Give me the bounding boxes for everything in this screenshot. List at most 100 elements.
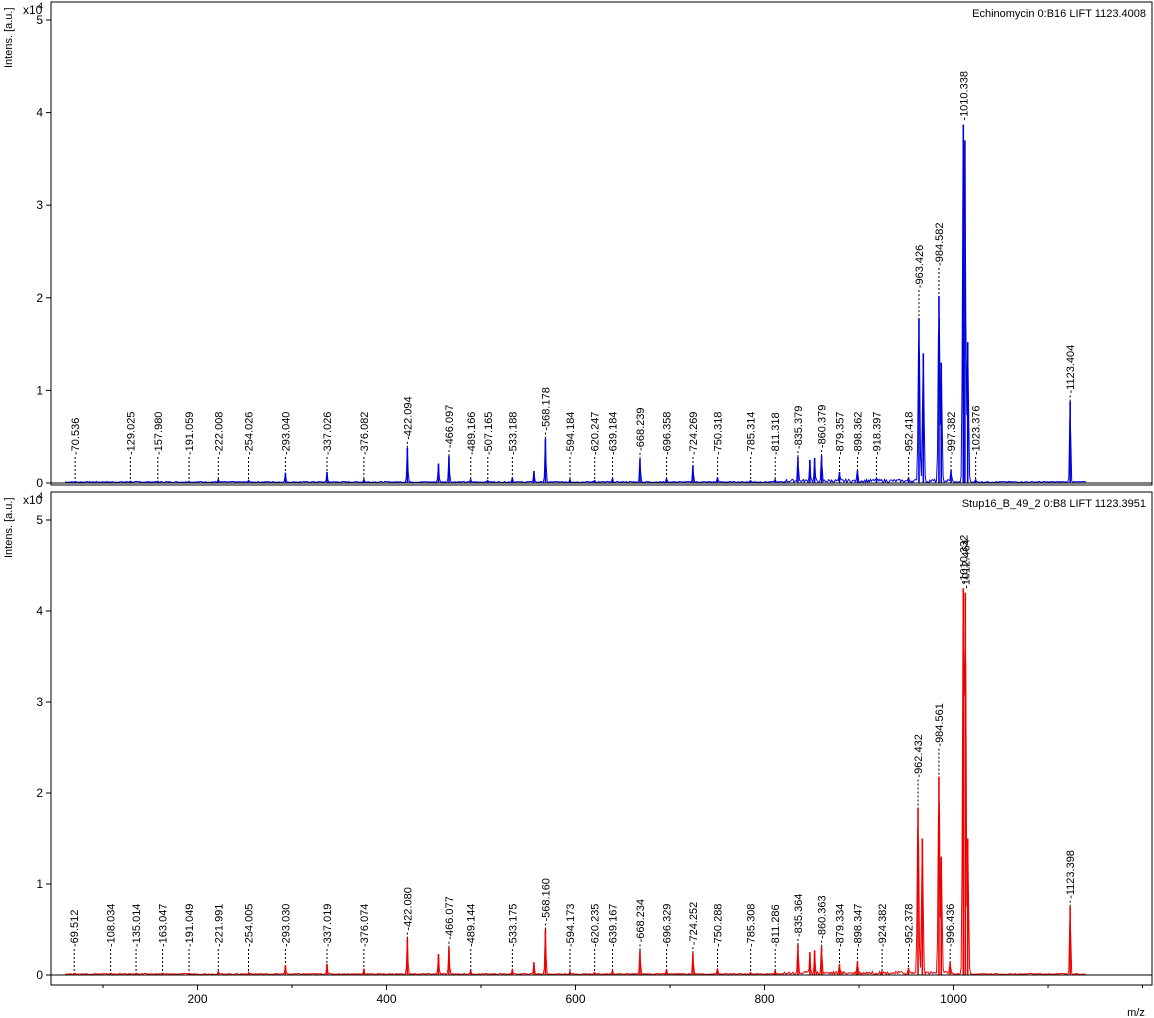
y-tick-label: 1	[36, 383, 43, 397]
peak-label: -860.363	[817, 895, 829, 938]
y-axis-label: Intens. [a.u.]	[3, 7, 15, 68]
peak-label: -996.436	[945, 904, 957, 947]
y-tick-label: 4	[36, 604, 43, 618]
x-tick-label: 200	[187, 992, 207, 1006]
spectrum-line	[64, 618, 1087, 977]
y-multiplier-exponent: 4	[38, 1, 43, 11]
y-tick-label: 0	[36, 476, 43, 490]
x-axis-label: m/z	[1127, 1007, 1145, 1018]
y-tick-label: 4	[36, 106, 43, 120]
peak-labels: -69.512 -108.034 -135.014 -163.047 -191.049 -…	[69, 535, 1077, 974]
peak-label: -568.178	[540, 387, 552, 430]
peak-label: -108.034	[106, 904, 118, 947]
peak-label: -952.378	[904, 904, 916, 947]
panel-title: Echinomycin 0:B16 LIFT 1123.4008	[972, 8, 1146, 20]
peak-label: -489.144	[466, 904, 478, 947]
x-tick-label: 400	[376, 992, 396, 1006]
peak-label: -507.165	[483, 412, 495, 455]
peak-label: -620.235	[590, 904, 602, 947]
peak-label: -879.334	[835, 904, 847, 947]
peak-label: -811.318	[770, 412, 782, 455]
peak-label: -594.184	[565, 412, 577, 455]
y-multiplier-exponent: 4	[38, 491, 43, 501]
peak-label: -533.175	[507, 904, 519, 947]
peak-label: -489.166	[466, 412, 478, 455]
peak-label: -724.269	[688, 412, 700, 455]
peak-label: -293.040	[280, 412, 292, 455]
peak-label: -1023.376	[971, 405, 983, 455]
peak-label: -1123.404	[1065, 345, 1077, 394]
peak-label: -157.980	[153, 412, 165, 455]
peak-label: -750.288	[713, 904, 725, 947]
y-axis: 0 1 2 3 4 5	[36, 13, 51, 490]
peak-label: -337.019	[322, 904, 334, 947]
peak-label: -879.357	[835, 412, 847, 455]
peak-label: -952.418	[904, 412, 916, 455]
peak-label: -962.432	[913, 734, 925, 777]
y-tick-label: 3	[36, 695, 43, 709]
peak-label: -135.014	[131, 904, 143, 947]
spectrum-panel-bottom: Stup16_B_49_2 0:B8 LIFT 1123.3951 Intens…	[3, 491, 1153, 986]
peak-label: -924.382	[877, 904, 889, 947]
x-axis: 200 400 600 800 1000	[102, 985, 1144, 1006]
panel-title: Stup16_B_49_2 0:B8 LIFT 1123.3951	[962, 498, 1146, 510]
y-axis-label: Intens. [a.u.]	[3, 497, 15, 558]
y-tick-label: 1	[36, 877, 43, 891]
y-tick-label: 5	[36, 13, 43, 27]
y-tick-label: 2	[36, 291, 43, 305]
peak-label: -191.059	[184, 412, 196, 455]
peak-label: -69.512	[69, 910, 81, 947]
peak-label: -293.030	[280, 904, 292, 947]
peak-label: -997.382	[946, 412, 958, 455]
y-tick-label: 3	[36, 198, 43, 212]
y-tick-label: 0	[36, 968, 43, 982]
peak-label: -422.094	[402, 396, 414, 439]
spectrum-trace	[51, 124, 1152, 485]
peak-label: -533.188	[507, 412, 519, 455]
peak-labels: -70.536 -129.025 -157.980 -191.059 -222.008 -…	[70, 71, 1077, 482]
peak-label: -129.025	[125, 412, 137, 455]
peak-label: -668.239	[635, 407, 647, 450]
peak-label: -898.362	[853, 412, 865, 455]
y-axis: 0 1 2 3 4 5	[36, 513, 51, 982]
peak-label: -191.049	[184, 904, 196, 947]
y-tick-label: 2	[36, 786, 43, 800]
y-multiplier: x10	[23, 3, 43, 17]
peak-label: -1010.338	[958, 71, 970, 121]
peak-label: -639.184	[608, 412, 620, 455]
peak-label: -254.005	[244, 904, 256, 947]
x-tick-label: 1000	[940, 992, 967, 1006]
peak-label: -337.026	[322, 412, 334, 455]
peak-label: -639.167	[608, 904, 620, 947]
peak-label: -785.308	[746, 904, 758, 947]
x-tick-label: 800	[755, 992, 775, 1006]
peak-label: -835.364	[793, 894, 805, 937]
peak-label: -376.074	[359, 904, 371, 947]
peak-label: -696.329	[662, 904, 674, 947]
peak-label: -984.561	[934, 703, 946, 746]
spectrum-line	[65, 140, 1087, 485]
peak-label: -668.234	[635, 899, 647, 942]
spectrum-trace	[51, 588, 1152, 977]
peak-label: -724.252	[688, 902, 700, 945]
peak-label: -984.582	[934, 222, 946, 265]
y-tick-label: 5	[36, 513, 43, 527]
y-multiplier: x10	[23, 493, 43, 507]
peak-label: -1123.398	[1065, 850, 1077, 899]
peak-label: -620.247	[590, 412, 602, 455]
peak-label: -1010.332	[958, 535, 970, 585]
peak-label: -594.173	[565, 904, 577, 947]
peak-label: -918.397	[871, 412, 883, 455]
peak-label: -963.426	[914, 245, 926, 288]
peak-label: -696.358	[662, 412, 674, 455]
peak-label: -466.077	[444, 896, 456, 939]
peak-label: -811.286	[770, 904, 782, 947]
peak-label: -254.026	[244, 412, 256, 455]
peak-label: -70.536	[70, 418, 82, 455]
peak-label: -568.160	[540, 878, 552, 921]
peak-label: -835.379	[793, 406, 805, 449]
peak-label: -750.318	[713, 412, 725, 455]
peak-label: -898.347	[853, 904, 865, 947]
peak-label: -376.082	[359, 412, 371, 455]
